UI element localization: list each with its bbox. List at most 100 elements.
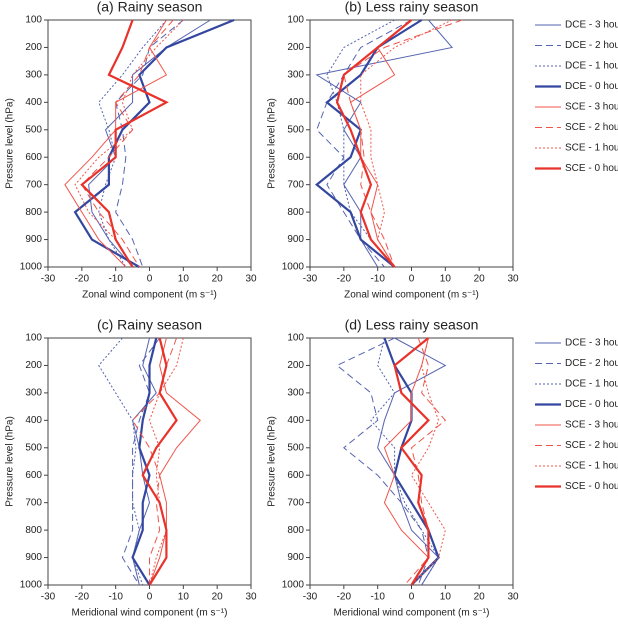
profile-line <box>131 337 178 585</box>
legend-label: SCE - 1 hours <box>565 461 618 472</box>
y-tick-label: 700 <box>25 179 42 190</box>
y-axis-title: Pressure level (hPa) <box>267 98 278 189</box>
y-tick-label: 100 <box>25 15 42 26</box>
x-axis-title: Meridional wind component (m s⁻¹) <box>72 608 228 619</box>
x-axis-title: Zonal wind component (m s⁻¹) <box>344 290 479 301</box>
legend-label: DCE - 1 hours <box>565 61 618 72</box>
legend-label: SCE - 3 hours <box>565 102 618 113</box>
profile-line <box>316 19 412 268</box>
y-tick-label: 900 <box>25 234 42 245</box>
profile-line <box>326 19 395 268</box>
legend-label: SCE - 2 hours <box>565 440 618 451</box>
y-tick-label: 300 <box>25 70 42 81</box>
x-tick-label: 0 <box>147 274 153 285</box>
x-tick-label: -10 <box>108 274 123 285</box>
x-tick-label: 20 <box>474 274 486 285</box>
x-axis-title: Zonal wind component (m s⁻¹) <box>82 290 217 301</box>
profile-line <box>80 19 169 268</box>
y-tick-label: 700 <box>287 497 304 508</box>
legend-label: DCE - 3 hours <box>565 338 618 349</box>
y-tick-label: 400 <box>25 415 42 426</box>
y-tick-label: 300 <box>25 388 42 399</box>
y-tick-label: 600 <box>287 470 304 481</box>
x-tick-label: -30 <box>41 274 56 285</box>
profile-line <box>410 337 446 586</box>
y-tick-label: 100 <box>287 15 304 26</box>
y-tick-label: 900 <box>287 234 304 245</box>
x-tick-label: -30 <box>303 274 318 285</box>
y-tick-label: 400 <box>287 415 304 426</box>
y-tick-label: 1000 <box>282 580 305 591</box>
y-tick-label: 600 <box>25 152 42 163</box>
y-tick-label: 800 <box>287 525 304 536</box>
profile-line <box>98 337 144 586</box>
y-tick-label: 200 <box>25 42 42 53</box>
y-tick-label: 400 <box>25 97 42 108</box>
profile-line <box>315 19 454 268</box>
y-tick-label: 800 <box>25 525 42 536</box>
x-tick-label: -20 <box>337 592 352 603</box>
x-tick-label: 0 <box>409 274 415 285</box>
panel-title: (c) Rainy season <box>97 317 202 333</box>
profile-line <box>370 337 440 586</box>
x-tick-label: 0 <box>147 592 153 603</box>
profile-line <box>141 337 178 586</box>
legend-label: SCE - 0 hours <box>565 163 618 174</box>
legend-label: SCE - 2 hours <box>565 122 618 133</box>
profile-line <box>393 337 430 586</box>
y-tick-label: 100 <box>287 333 304 344</box>
panel-title: (a) Rainy season <box>97 0 203 15</box>
y-tick-label: 800 <box>287 207 304 218</box>
x-tick-label: -30 <box>303 592 318 603</box>
profile-line <box>336 337 429 586</box>
y-tick-label: 100 <box>25 333 42 344</box>
y-tick-label: 1000 <box>20 262 43 273</box>
y-tick-label: 200 <box>287 360 304 371</box>
legend-label: DCE - 0 hours <box>565 81 618 92</box>
y-tick-label: 600 <box>287 152 304 163</box>
profile-line <box>81 19 174 268</box>
profile-line <box>383 337 430 586</box>
profile-line <box>64 19 168 268</box>
profile-line <box>148 337 184 586</box>
y-tick-label: 800 <box>25 207 42 218</box>
x-tick-label: -10 <box>370 592 385 603</box>
x-tick-label: 10 <box>440 274 452 285</box>
x-tick-label: 10 <box>440 592 452 603</box>
legend-label: DCE - 3 hours <box>565 20 618 31</box>
y-axis-title: Pressure level (hPa) <box>5 98 16 189</box>
plot-frame <box>309 19 514 268</box>
y-tick-label: 400 <box>287 97 304 108</box>
y-tick-label: 900 <box>287 552 304 563</box>
profile-line <box>115 19 184 268</box>
y-tick-label: 500 <box>25 442 42 453</box>
legend-label: DCE - 2 hours <box>565 358 618 369</box>
x-tick-label: -30 <box>41 592 56 603</box>
y-tick-label: 300 <box>287 388 304 399</box>
y-axis-title: Pressure level (hPa) <box>5 416 16 507</box>
x-tick-label: 20 <box>474 592 486 603</box>
y-tick-label: 200 <box>25 360 42 371</box>
legend-label: DCE - 1 hours <box>565 379 618 390</box>
y-tick-label: 1000 <box>282 262 305 273</box>
y-tick-label: 200 <box>287 42 304 53</box>
x-axis-title: Meridional wind component (m s⁻¹) <box>334 608 490 619</box>
x-tick-label: 10 <box>178 274 190 285</box>
y-tick-label: 500 <box>287 442 304 453</box>
x-tick-label: 30 <box>507 274 519 285</box>
x-tick-label: 0 <box>409 592 415 603</box>
x-tick-label: -10 <box>370 274 385 285</box>
profile-line <box>149 337 201 586</box>
profile-line <box>343 19 463 268</box>
legend-label: SCE - 1 hours <box>565 143 618 154</box>
x-tick-label: 10 <box>178 592 190 603</box>
y-tick-label: 1000 <box>20 580 43 591</box>
panel-title: (d) Less rainy season <box>345 317 479 333</box>
x-tick-label: 30 <box>245 592 257 603</box>
legend-label: SCE - 0 hours <box>565 481 618 492</box>
x-tick-label: -20 <box>337 274 352 285</box>
y-tick-label: 500 <box>287 124 304 135</box>
y-tick-label: 700 <box>287 179 304 190</box>
legend-label: DCE - 0 hours <box>565 399 618 410</box>
